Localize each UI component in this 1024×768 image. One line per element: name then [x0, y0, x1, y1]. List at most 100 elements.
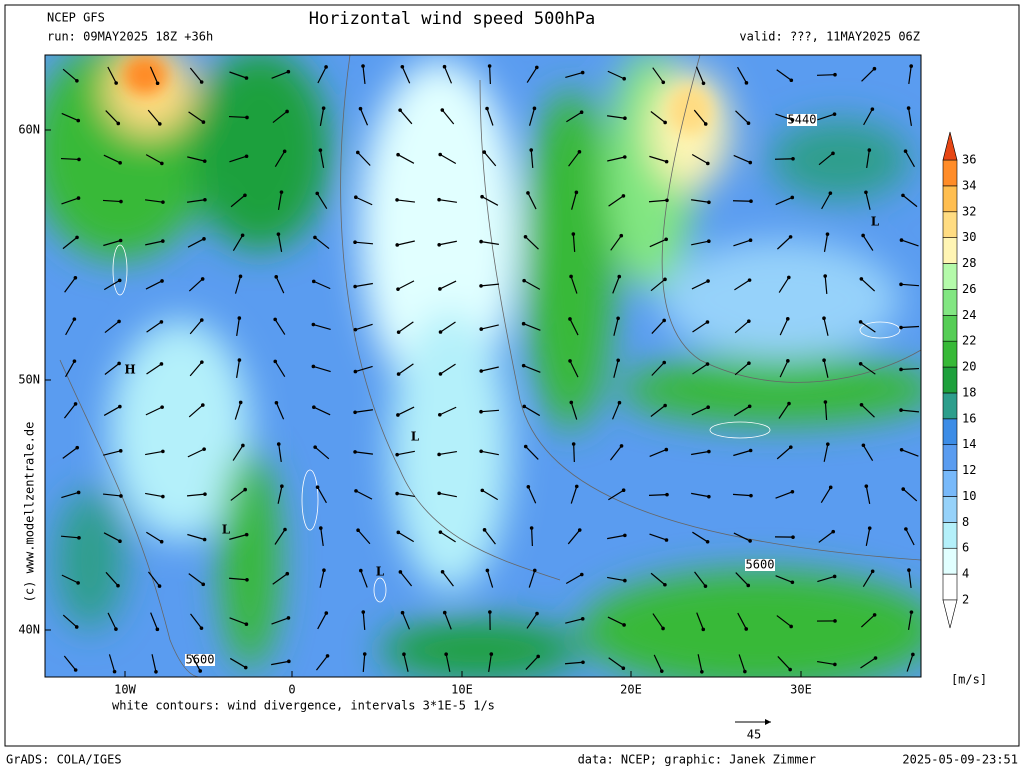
wind-arrow-head: [904, 527, 908, 531]
wind-arrow-head: [662, 318, 666, 323]
wind-arrow: [271, 660, 289, 666]
wind-arrow: [274, 361, 286, 377]
wind-arrow-head: [523, 234, 528, 239]
wind-arrow: [820, 487, 832, 503]
wind-arrow: [861, 68, 875, 82]
wind-arrow-head: [479, 239, 483, 244]
wind-arrow-head: [311, 364, 316, 369]
wind-arrow-head: [873, 656, 878, 660]
wind-arrow-head: [395, 198, 399, 202]
wind-arrow-head: [438, 287, 442, 291]
wind-arrow: [146, 531, 162, 543]
wind-arrow-head: [526, 484, 531, 489]
wind-arrow: [607, 534, 625, 540]
wind-arrow-head: [833, 619, 837, 623]
wind-arrow: [107, 612, 117, 630]
wind-arrow: [569, 360, 579, 378]
wind-arrow: [651, 320, 665, 334]
wind-arrow: [775, 575, 793, 583]
wind-arrow-head: [901, 193, 905, 198]
wind-arrow-head: [395, 491, 399, 496]
wind-arrow: [734, 405, 750, 417]
colorbar-label: 24: [962, 308, 976, 322]
wind-arrow: [229, 534, 247, 540]
wind-arrow-head: [833, 662, 837, 667]
wind-arrow: [277, 234, 283, 252]
wind-arrow: [691, 280, 709, 290]
wind-arrow-head: [353, 450, 357, 454]
wind-arrow: [866, 150, 870, 168]
wind-arrow: [865, 192, 871, 210]
wind-arrow-head: [831, 529, 836, 534]
wind-arrow: [608, 657, 624, 669]
wind-arrow-head: [116, 583, 120, 588]
wind-arrow-head: [324, 611, 329, 615]
wind-arrow: [275, 402, 285, 420]
wind-arrow-head: [858, 362, 863, 366]
colorbar-label: 28: [962, 256, 976, 270]
wind-arrow-head: [522, 404, 527, 409]
wind-arrow: [901, 449, 919, 457]
wind-arrow: [319, 150, 325, 168]
wind-arrow-head: [479, 449, 483, 454]
wind-arrow-head: [743, 669, 747, 674]
wind-arrow-head: [200, 277, 205, 281]
wind-arrow-head: [444, 652, 448, 656]
colorbar-top: [942, 131, 958, 161]
wind-arrow: [230, 489, 246, 501]
wind-arrow: [439, 450, 457, 456]
wind-arrow: [145, 280, 163, 290]
wind-arrow: [397, 492, 415, 498]
contour-label: 5440: [788, 113, 817, 127]
wind-arrow: [103, 154, 121, 164]
wind-arrow: [359, 108, 369, 126]
wind-arrow-head: [581, 660, 585, 665]
wind-arrow-head: [828, 191, 833, 195]
wind-arrow-head: [899, 282, 903, 287]
colorbar-box: [942, 496, 958, 523]
wind-arrow: [61, 112, 79, 122]
wind-arrow: [481, 241, 499, 245]
wind-arrow-head: [482, 528, 487, 532]
wind-arrow-head: [747, 278, 752, 282]
wind-arrow-head: [396, 413, 400, 417]
wind-arrow-head: [118, 404, 122, 409]
wind-arrow-head: [75, 78, 79, 83]
wind-arrow-head: [119, 199, 123, 204]
wind-arrow-head: [118, 161, 122, 165]
contour-label-box: [787, 114, 817, 126]
wind-arrow: [609, 445, 623, 461]
wind-arrow: [611, 402, 621, 420]
wind-arrow-head: [353, 327, 358, 332]
colorbar-box: [942, 392, 958, 420]
wind-arrow-head: [705, 362, 710, 366]
wind-arrow-head: [909, 610, 914, 614]
wind-arrow: [271, 617, 289, 625]
wind-arrow: [275, 276, 285, 294]
wind-arrow: [63, 403, 77, 419]
wind-arrow-head: [864, 484, 869, 488]
wind-arrow-head: [791, 535, 795, 539]
wind-arrow-head: [315, 485, 320, 489]
wind-arrow-head: [279, 190, 284, 194]
wind-arrow-head: [354, 489, 358, 493]
wind-arrow: [397, 531, 415, 543]
wind-arrow: [823, 318, 829, 336]
wind-arrow: [357, 152, 371, 166]
colorbar-box: [942, 573, 958, 601]
wind-arrow: [60, 535, 80, 539]
wind-arrow-head: [663, 120, 667, 125]
wind-arrow: [103, 239, 121, 247]
wind-arrow: [738, 654, 746, 672]
wind-arrow-head: [398, 570, 403, 574]
wind-field: [45, 55, 921, 677]
wind-arrow-head: [238, 274, 243, 279]
wind-arrow-head: [313, 445, 317, 449]
wind-arrow: [527, 192, 537, 210]
pressure-center: L: [222, 523, 231, 537]
wind-arrow-head: [480, 194, 484, 199]
wind-arrow: [315, 655, 329, 671]
wind-arrow-head: [199, 318, 204, 322]
wind-arrow-head: [324, 65, 328, 69]
wind-arrow-head: [244, 622, 249, 627]
